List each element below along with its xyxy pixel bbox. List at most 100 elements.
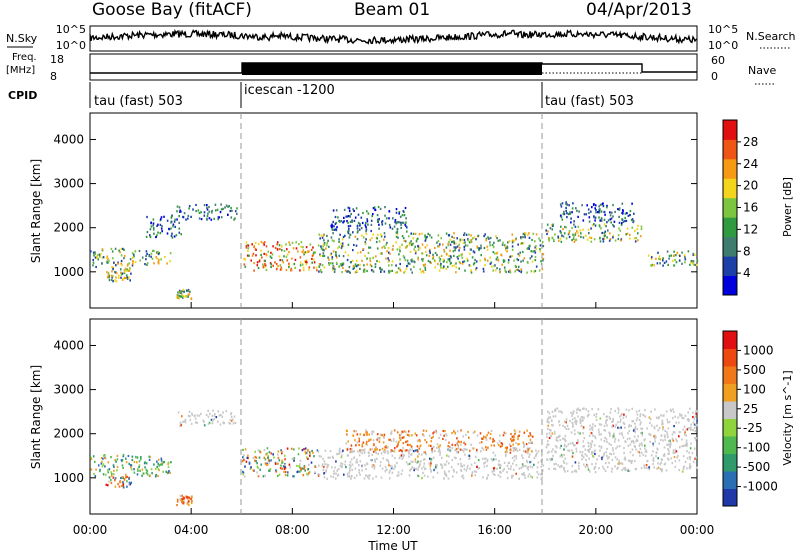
scatter-cell xyxy=(166,219,169,222)
sky-tick-high: 10^5 xyxy=(56,23,86,36)
scatter-cell xyxy=(341,465,343,468)
scatter-cell xyxy=(464,269,466,272)
scatter-cell xyxy=(121,464,124,467)
scatter-cell xyxy=(628,424,631,427)
scatter-region xyxy=(241,447,319,478)
scatter-cell xyxy=(129,267,131,270)
scatter-cell xyxy=(388,477,391,480)
scatter-cell xyxy=(429,251,431,254)
scatter-cell xyxy=(313,258,315,261)
scatter-cell xyxy=(685,439,688,442)
scatter-cell xyxy=(322,252,325,255)
scatter-cell xyxy=(367,474,369,477)
scatter-cell xyxy=(571,465,574,468)
scatter-cell xyxy=(384,214,386,217)
scatter-cell xyxy=(336,226,338,229)
scatter-cell xyxy=(470,234,472,237)
scatter-cell xyxy=(405,217,407,220)
scatter-cell xyxy=(560,453,563,457)
scatter-cell xyxy=(627,214,630,217)
scatter-cell xyxy=(337,468,340,471)
scatter-cell xyxy=(348,209,351,213)
scatter-cell xyxy=(517,258,520,262)
scatter-cell xyxy=(546,223,549,226)
scatter-cell xyxy=(361,443,364,446)
scatter-cell xyxy=(572,451,574,455)
scatter-cell xyxy=(560,225,562,228)
scatter-cell xyxy=(689,263,691,266)
scatter-cell xyxy=(527,468,529,471)
scatter-cell xyxy=(409,469,411,472)
scatter-cell xyxy=(640,421,642,424)
scatter-cell xyxy=(681,438,683,441)
scatter-cell xyxy=(688,451,690,454)
scatter-cell xyxy=(218,216,220,219)
scatter-cell xyxy=(458,254,460,257)
scatter-cell xyxy=(388,438,390,441)
scatter-cell xyxy=(685,441,688,444)
scatter-cell xyxy=(225,204,228,207)
scatter-cell xyxy=(504,245,507,248)
scatter-cell xyxy=(619,418,622,421)
scatter-cell xyxy=(207,422,210,425)
scatter-cell xyxy=(110,474,113,477)
scatter-cell xyxy=(448,455,450,458)
scatter-cell xyxy=(424,235,426,238)
scatter-cell xyxy=(656,448,659,451)
scatter-cell xyxy=(606,221,608,224)
scatter-cell xyxy=(121,484,123,488)
scatter-cell xyxy=(548,467,550,470)
scatter-cell xyxy=(338,254,340,257)
scatter-cell xyxy=(409,448,411,451)
scatter-cell xyxy=(97,258,99,261)
scatter-cell xyxy=(257,466,259,469)
scatter-cell xyxy=(343,220,345,223)
scatter-cell xyxy=(587,449,589,452)
scatter-cell xyxy=(508,443,511,446)
scatter-cell xyxy=(619,239,622,242)
scatter-cell xyxy=(189,415,191,418)
scatter-cell xyxy=(397,221,400,224)
scatter-cell xyxy=(353,219,356,222)
scatter-cell xyxy=(522,242,525,245)
scatter-cell xyxy=(309,243,312,246)
scatter-cell xyxy=(565,226,567,229)
scatter-cell xyxy=(355,474,358,477)
colorbar-cell xyxy=(723,139,737,160)
scatter-cell xyxy=(148,255,150,258)
scatter-cell xyxy=(535,265,538,268)
scatter-cell xyxy=(658,442,660,445)
scatter-cell xyxy=(598,431,600,434)
scatter-cell xyxy=(644,454,647,457)
scatter-cell xyxy=(563,445,566,448)
scatter-cell xyxy=(571,211,573,214)
scatter-cell xyxy=(575,450,578,453)
scatter-cell xyxy=(178,291,180,294)
scatter-cell xyxy=(408,241,411,244)
scatter-cell xyxy=(592,423,594,426)
scatter-cell xyxy=(324,449,327,452)
scatter-cell xyxy=(662,414,664,417)
scatter-cell xyxy=(617,426,619,429)
scatter-cell xyxy=(623,457,626,461)
scatter-cell xyxy=(113,465,115,468)
scatter-cell xyxy=(514,431,517,434)
scatter-cell xyxy=(343,216,345,219)
scatter-cell xyxy=(612,215,614,218)
scatter-cell xyxy=(111,266,113,269)
scatter-cell xyxy=(551,410,554,413)
scatter-cell xyxy=(640,432,642,435)
scatter-cell xyxy=(665,260,668,263)
scatter-cell xyxy=(666,457,669,460)
scatter-cell xyxy=(695,437,698,440)
scatter-cell xyxy=(650,454,653,457)
scatter-cell xyxy=(331,257,333,261)
scatter-cell xyxy=(183,420,186,423)
scatter-cell xyxy=(167,465,170,468)
scatter-cell xyxy=(356,238,359,241)
scatter-cell xyxy=(399,262,401,266)
scatter-cell xyxy=(380,452,383,455)
scatter-cell xyxy=(359,224,361,227)
scatter-cell xyxy=(513,447,516,450)
